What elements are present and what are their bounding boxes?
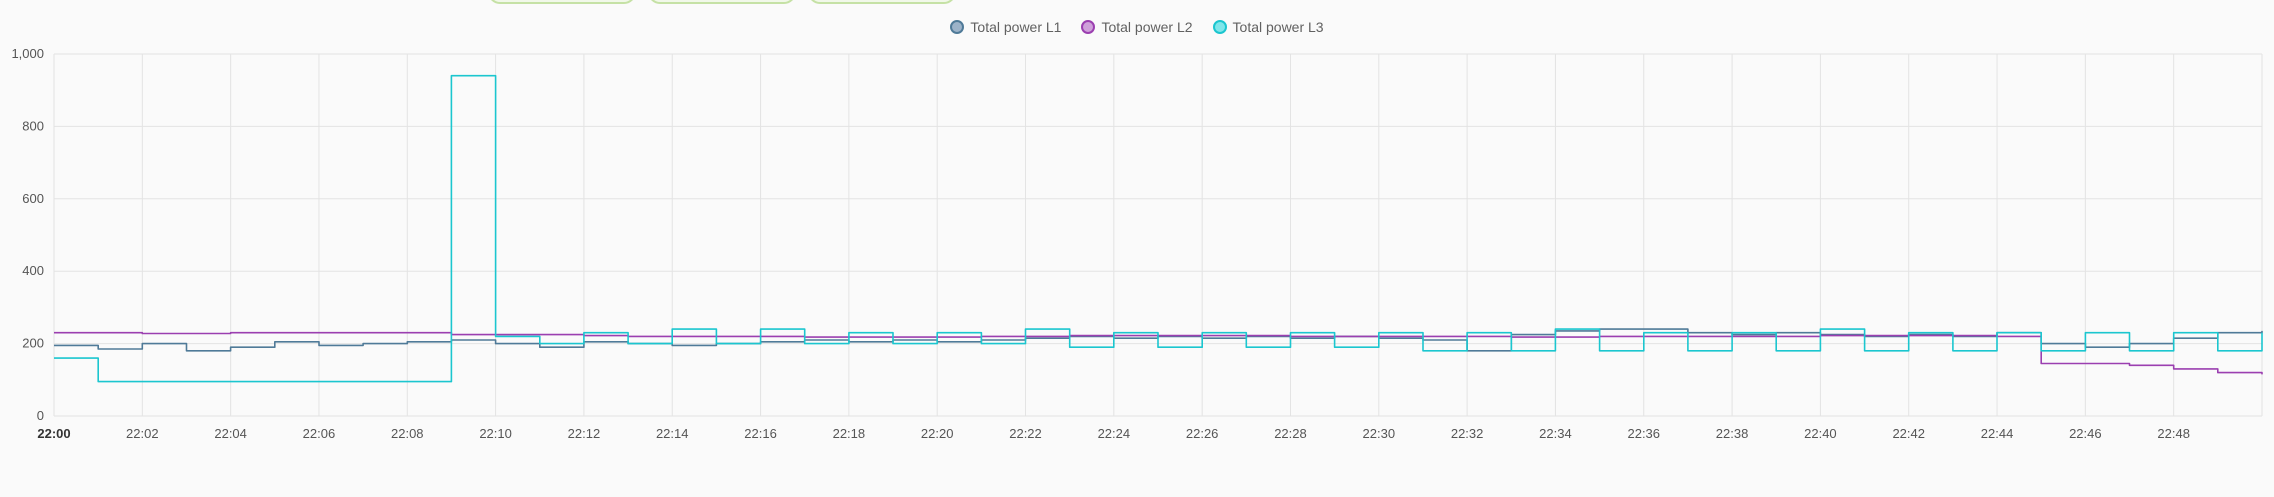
- y-tick-label: 0: [37, 408, 44, 423]
- x-tick-label: 22:02: [126, 426, 159, 441]
- x-tick-label: 22:48: [2157, 426, 2190, 441]
- y-tick-label: 1,000: [11, 46, 44, 61]
- y-tick-label: 600: [22, 191, 44, 206]
- x-tick-label: 22:34: [1539, 426, 1572, 441]
- x-tick-label: 22:24: [1098, 426, 1131, 441]
- legend-swatch-circle-icon: [1081, 20, 1096, 34]
- x-tick-label: 22:38: [1716, 426, 1749, 441]
- x-tick-label: 22:46: [2069, 426, 2102, 441]
- x-tick-label: 22:20: [921, 426, 954, 441]
- x-tick-label: 22:16: [744, 426, 777, 441]
- legend-item-l2[interactable]: Total power L2: [1081, 19, 1193, 35]
- x-tick-label: 22:04: [214, 426, 247, 441]
- x-tick-label: 22:08: [391, 426, 424, 441]
- x-tick-label: 22:32: [1451, 426, 1484, 441]
- legend-item-l3[interactable]: Total power L3: [1212, 19, 1324, 35]
- legend-label: Total power L2: [1101, 19, 1193, 35]
- x-tick-label: 22:28: [1274, 426, 1307, 441]
- x-tick-label: 22:18: [833, 426, 866, 441]
- series-line-l3: [54, 74, 2263, 383]
- legend-label: Total power L3: [1232, 19, 1324, 35]
- x-tick-label: 22:22: [1009, 426, 1042, 441]
- x-tick-label: 22:14: [656, 426, 689, 441]
- legend-swatch-circle-icon: [950, 20, 965, 34]
- y-tick-label: 800: [22, 118, 44, 133]
- y-tick-label: 400: [22, 263, 44, 278]
- chart-legend: Total power L1 Total power L2 Total powe…: [0, 19, 2274, 35]
- x-tick-label: 22:12: [568, 426, 601, 441]
- legend-swatch-circle-icon: [1212, 20, 1227, 34]
- x-tick-label: 22:10: [479, 426, 512, 441]
- y-tick-label: 200: [22, 336, 44, 351]
- x-tick-label: 22:44: [1981, 426, 2014, 441]
- x-tick-label: 22:40: [1804, 426, 1837, 441]
- x-tick-label: 22:00: [37, 426, 70, 441]
- x-tick-label: 22:36: [1627, 426, 1660, 441]
- x-tick-label: 22:06: [303, 426, 336, 441]
- legend-item-l1[interactable]: Total power L1: [950, 19, 1061, 35]
- x-tick-label: 22:42: [1892, 426, 1925, 441]
- x-tick-label: 22:26: [1186, 426, 1219, 441]
- x-tick-label: 22:30: [1363, 426, 1396, 441]
- legend-label: Total power L1: [970, 19, 1062, 35]
